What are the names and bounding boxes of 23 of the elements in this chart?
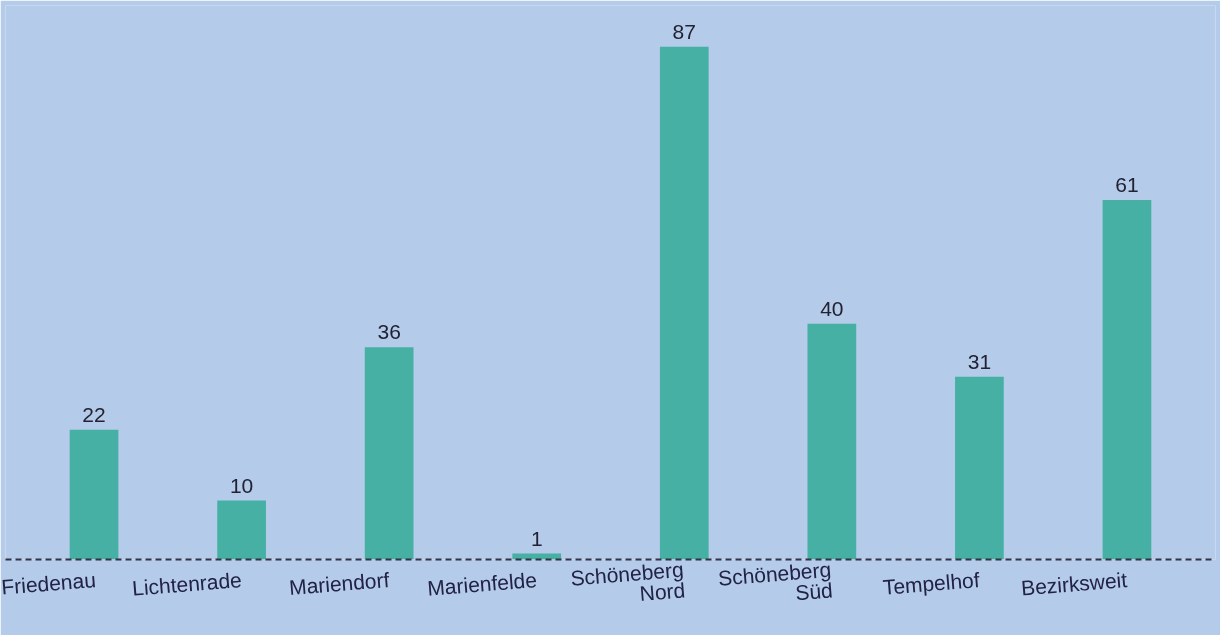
data-label: 10 [229, 473, 254, 497]
data-label: 22 [82, 402, 106, 426]
bar [69, 429, 119, 560]
bar [364, 347, 414, 560]
bar [1102, 199, 1152, 560]
x-tick-label: Mariendorf [288, 568, 391, 599]
data-label: 40 [820, 296, 844, 320]
x-tick-label: Bezirksweit [1020, 568, 1129, 600]
x-tick-label: Schöneberg Süd [717, 557, 834, 605]
data-label: 36 [377, 320, 401, 344]
x-tick-label: Tempelhof [881, 568, 981, 599]
x-tick-label: Marienfelde [426, 568, 538, 600]
bar [807, 323, 857, 560]
data-label: 31 [967, 349, 992, 373]
bar [217, 500, 266, 560]
data-label: 61 [1115, 172, 1139, 196]
x-tick-label: Lichtenrade [131, 568, 243, 600]
data-label: 87 [672, 19, 696, 43]
x-tick-label: Schöneberg Nord [569, 557, 687, 605]
data-label: 1 [530, 526, 543, 550]
x-tick-label: Friedenau [0, 568, 97, 599]
bar [659, 46, 709, 560]
bar [955, 376, 1004, 560]
